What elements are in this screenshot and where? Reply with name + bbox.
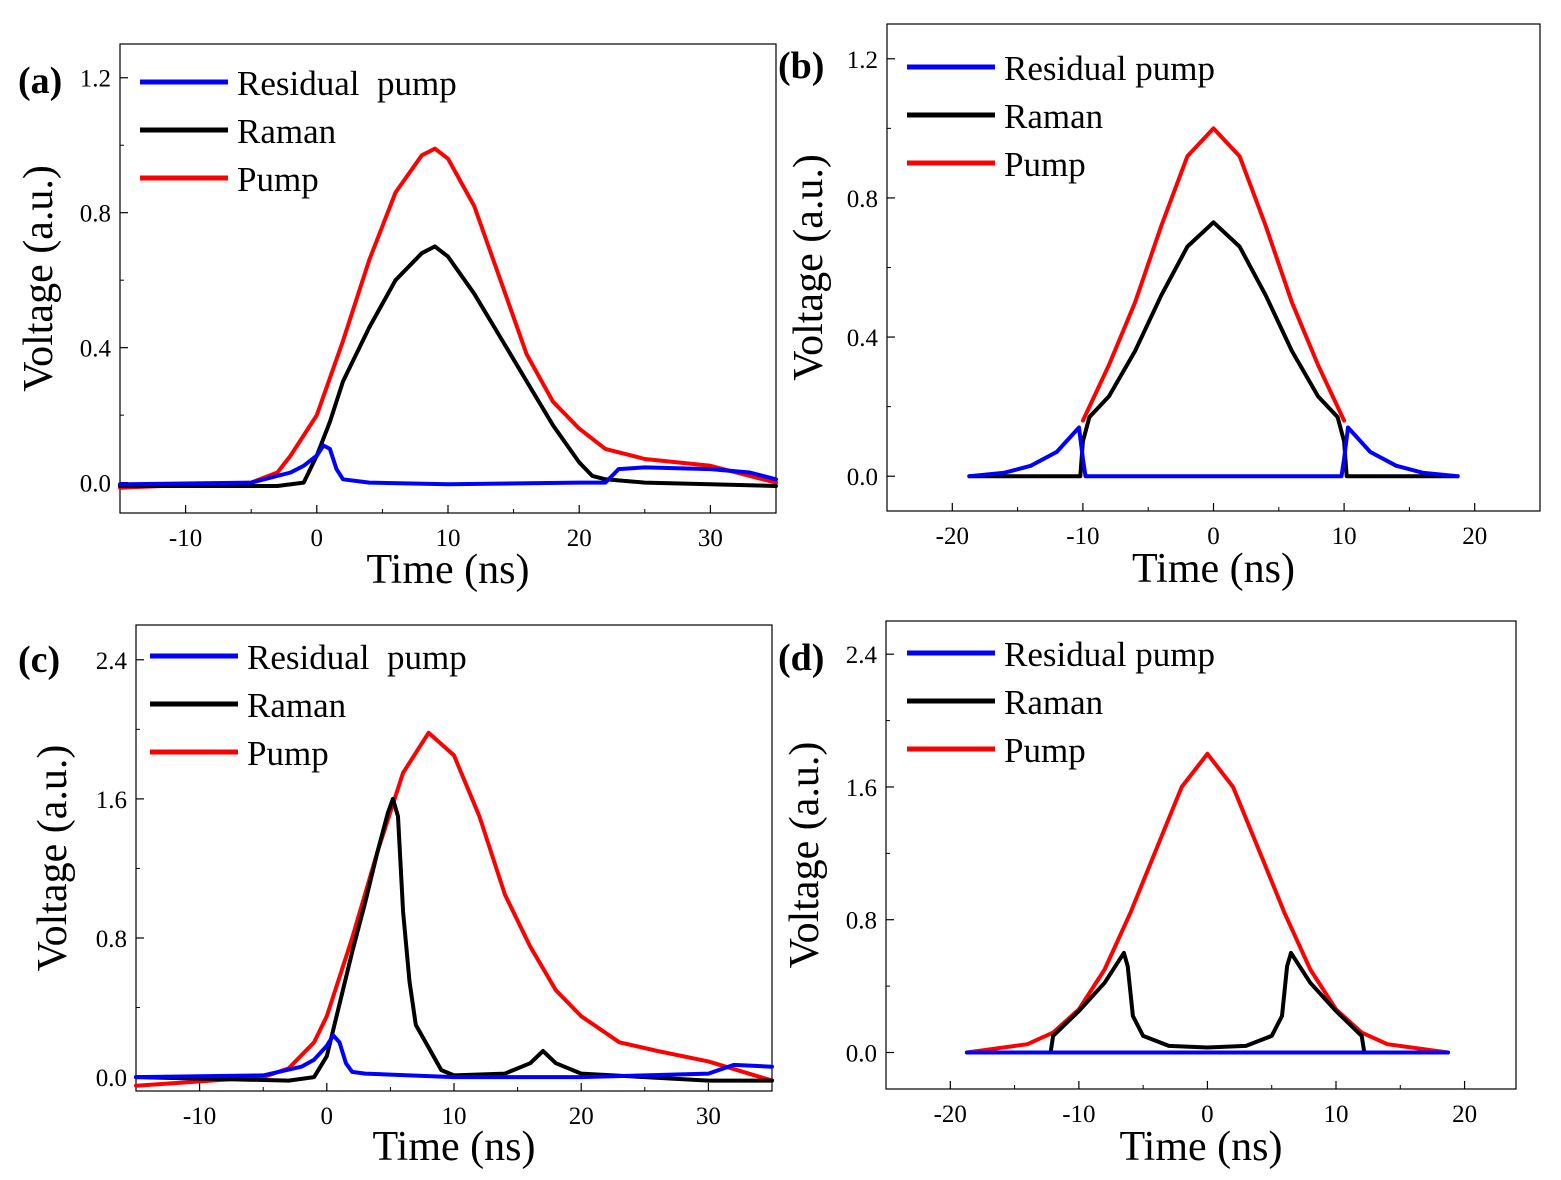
x-tick-label: 10 [442,1103,467,1130]
x-tick-label: -20 [934,1101,967,1128]
x-tick-label: 20 [567,525,592,552]
x-tick-label: 20 [1452,1101,1477,1128]
x-tick-label: -20 [936,523,969,550]
y-tick-label: 0.8 [846,908,877,935]
series-line [134,796,774,1083]
x-tick-label: 30 [696,1103,721,1130]
y-tick-label: 0.4 [80,336,112,363]
x-tick-label: -10 [183,1103,216,1130]
plot-frame [119,43,777,514]
y-tick-label: 1.6 [96,787,127,814]
plot-frame [886,23,1541,512]
legend-label: Residual pump [1004,49,1215,88]
y-tick-label: 0.0 [80,471,111,498]
y-tick-label: 0.8 [847,186,878,213]
series-line [118,443,778,487]
y-axis-title: Voltage (a.u.) [16,165,62,392]
series-line [965,950,1450,1055]
panel-label: (c) [18,639,60,681]
x-tick-label: 10 [436,525,461,552]
panel-label: (d) [778,637,824,679]
x-axis-title: Time (ns) [373,1124,536,1170]
y-tick-label: 2.4 [846,642,878,669]
x-tick-label: 0 [1207,523,1220,550]
x-axis-title: Time (ns) [1132,546,1295,592]
plot-frame [135,624,773,1092]
chart-panel: -20 -10 0 10 20 0.0 0.4 0.8 1.2 Residual pump Rama… [778,23,1541,592]
y-tick-label: 0.8 [96,926,127,953]
x-tick-label: 20 [569,1103,594,1130]
x-tick-label: 0 [321,1103,334,1130]
legend-label: Raman [237,112,336,151]
y-tick-label: 0.0 [96,1065,127,1092]
x-axis-title: Time (ns) [367,547,530,593]
series-line [118,146,778,490]
y-tick-label: 1.2 [80,66,111,93]
legend-label: Residual pump [237,64,457,103]
series-line [134,1033,774,1080]
x-tick-label: 10 [1332,523,1357,550]
legend-label: Raman [1004,97,1103,136]
series-line [118,244,778,488]
x-axis-title: Time (ns) [1120,1124,1283,1170]
panel-label: (a) [18,60,62,102]
y-tick-label: 0.4 [847,325,879,352]
y-tick-label: 1.6 [846,775,877,802]
legend-label: Pump [247,734,329,773]
y-tick-label: 0.0 [846,1040,877,1067]
plot-frame [885,620,1517,1090]
legend-label: Raman [247,686,346,725]
x-tick-label: 10 [1324,1101,1349,1128]
series-line [967,220,1460,479]
legend-label: Residual pump [247,638,467,677]
chart-panel: -10 0 10 20 30 0.0 0.8 1.6 2.4 Residual pump Raman… [18,624,774,1170]
series-line [967,425,1460,479]
x-tick-label: 20 [1462,523,1487,550]
legend-label: Pump [1004,145,1086,184]
panel-label: (b) [778,45,824,87]
series-line [134,730,774,1088]
y-axis-title: Voltage (a.u.) [30,745,76,972]
x-tick-label: 30 [698,525,723,552]
x-tick-label: -10 [1062,1101,1095,1128]
x-tick-label: -10 [1066,523,1099,550]
x-tick-label: 0 [311,525,324,552]
y-tick-label: 0.0 [847,464,878,491]
y-axis-title: Voltage (a.u.) [786,154,832,381]
legend-label: Raman [1004,683,1103,722]
chart-panel: -10 0 10 20 30 0.0 0.4 0.8 1.2 Residual pump Raman… [16,43,778,593]
legend-label: Pump [1004,731,1086,770]
y-tick-label: 1.2 [847,47,878,74]
series-line [1080,126,1347,423]
chart-panel: -20 -10 0 10 20 0.0 0.8 1.6 2.4 Residual pump Rama… [778,620,1517,1170]
series-line [965,751,1450,1055]
y-tick-label: 2.4 [96,648,128,675]
legend-label: Pump [237,160,319,199]
legend-label: Residual pump [1004,635,1215,674]
x-tick-label: -10 [169,525,202,552]
y-axis-title: Voltage (a.u.) [782,742,828,969]
x-tick-label: 0 [1201,1101,1214,1128]
y-tick-label: 0.8 [80,201,111,228]
